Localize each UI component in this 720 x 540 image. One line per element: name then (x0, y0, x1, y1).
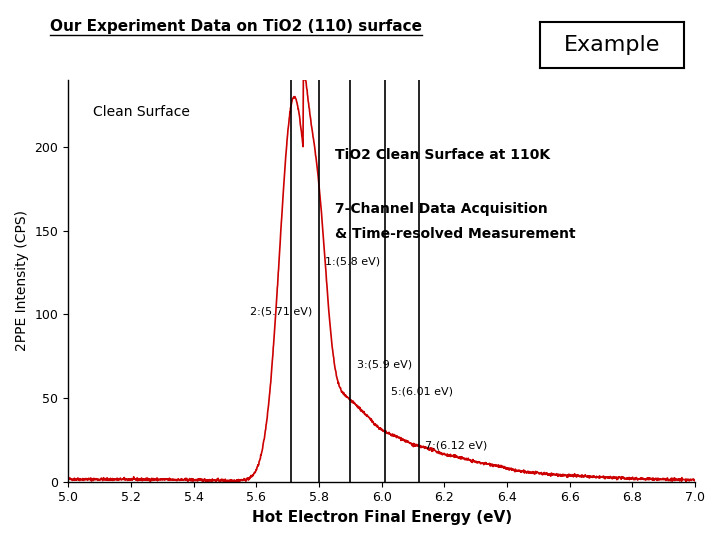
Text: 5:(6.01 eV): 5:(6.01 eV) (391, 387, 453, 397)
Y-axis label: 2PPE Intensity (CPS): 2PPE Intensity (CPS) (15, 210, 29, 351)
Text: Our Experiment Data on TiO2 (110) surface: Our Experiment Data on TiO2 (110) surfac… (50, 19, 423, 34)
Text: & Time-resolved Measurement: & Time-resolved Measurement (335, 227, 575, 241)
Text: Clean Surface: Clean Surface (93, 105, 190, 119)
Text: 3:(5.9 eV): 3:(5.9 eV) (356, 360, 412, 370)
Text: TiO2 Clean Surface at 110K: TiO2 Clean Surface at 110K (335, 148, 549, 162)
Text: 1:(5.8 eV): 1:(5.8 eV) (325, 256, 380, 266)
Text: Example: Example (564, 35, 660, 55)
X-axis label: Hot Electron Final Energy (eV): Hot Electron Final Energy (eV) (251, 510, 512, 525)
Text: 2:(5.71 eV): 2:(5.71 eV) (250, 306, 312, 316)
Text: 7:(6.12 eV): 7:(6.12 eV) (426, 440, 487, 450)
Text: 7-Channel Data Acquisition: 7-Channel Data Acquisition (335, 202, 547, 216)
